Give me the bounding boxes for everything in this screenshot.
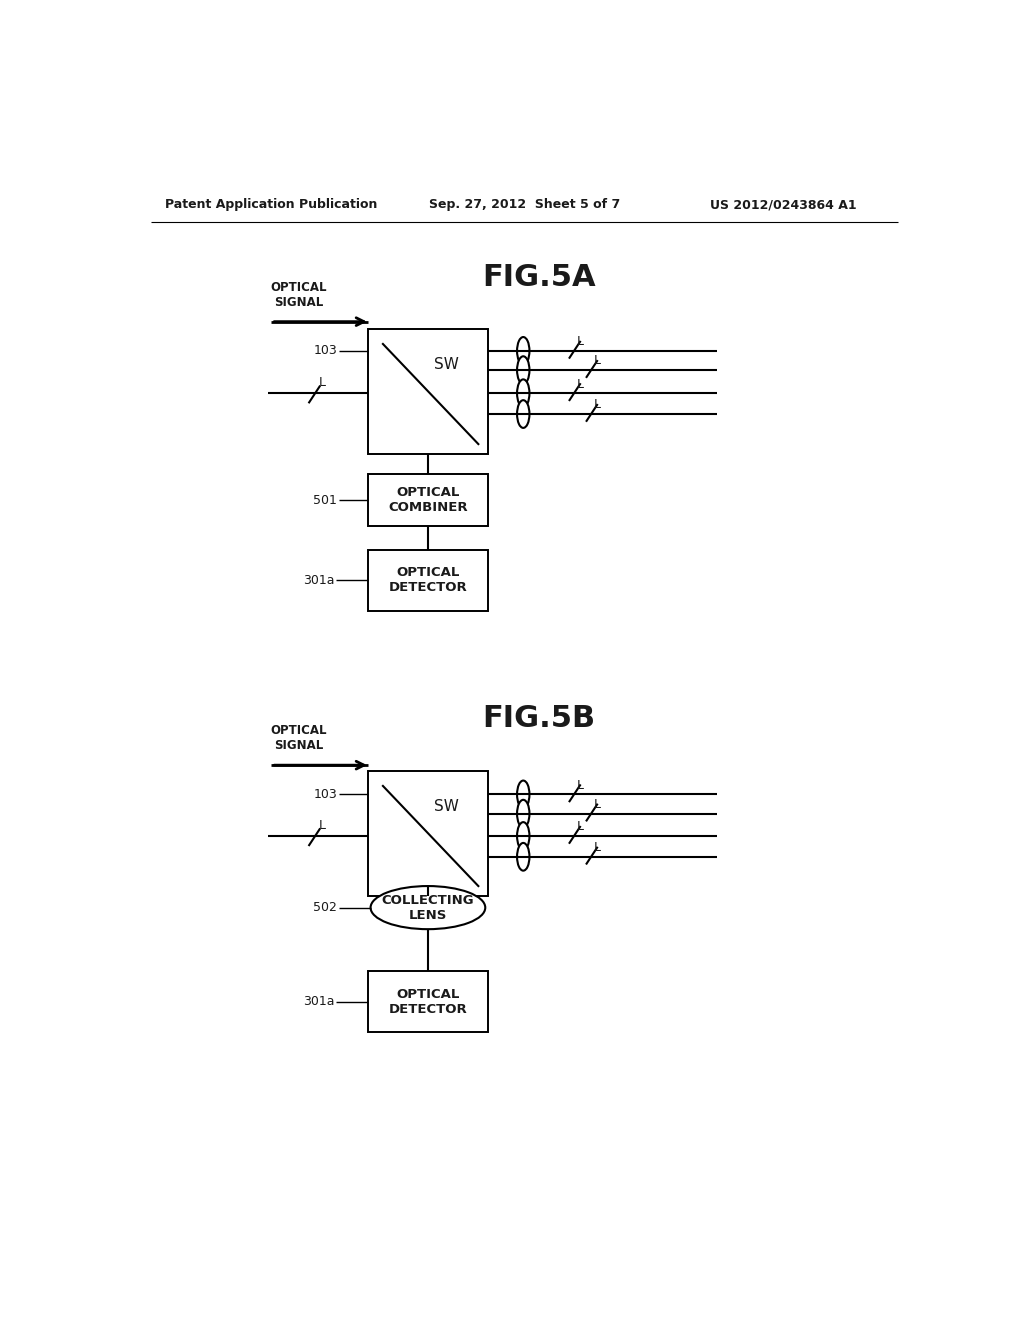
- FancyBboxPatch shape: [369, 474, 488, 527]
- Text: L: L: [593, 797, 600, 810]
- Ellipse shape: [371, 886, 485, 929]
- Text: Patent Application Publication: Patent Application Publication: [165, 198, 378, 211]
- Ellipse shape: [517, 780, 529, 808]
- Text: L: L: [577, 779, 584, 792]
- Text: L: L: [577, 335, 584, 348]
- Text: L: L: [593, 399, 600, 412]
- Ellipse shape: [517, 356, 529, 384]
- Ellipse shape: [517, 800, 529, 828]
- Ellipse shape: [517, 400, 529, 428]
- Text: SW: SW: [434, 799, 459, 813]
- Text: L: L: [577, 820, 584, 833]
- Text: 103: 103: [313, 345, 337, 358]
- Text: 301a: 301a: [303, 574, 334, 587]
- Text: FIG.5B: FIG.5B: [482, 705, 595, 734]
- Text: OPTICAL
DETECTOR: OPTICAL DETECTOR: [388, 566, 467, 594]
- Text: OPTICAL
COMBINER: OPTICAL COMBINER: [388, 486, 468, 515]
- Text: 502: 502: [313, 902, 337, 915]
- Text: L: L: [319, 818, 326, 832]
- Text: L: L: [319, 376, 326, 389]
- Ellipse shape: [517, 843, 529, 871]
- Text: Sep. 27, 2012  Sheet 5 of 7: Sep. 27, 2012 Sheet 5 of 7: [429, 198, 621, 211]
- Ellipse shape: [517, 337, 529, 364]
- Text: OPTICAL
DETECTOR: OPTICAL DETECTOR: [388, 987, 467, 1015]
- FancyBboxPatch shape: [369, 330, 488, 454]
- FancyBboxPatch shape: [369, 970, 488, 1032]
- Text: 301a: 301a: [303, 995, 334, 1008]
- Text: US 2012/0243864 A1: US 2012/0243864 A1: [710, 198, 856, 211]
- Ellipse shape: [517, 822, 529, 850]
- Ellipse shape: [517, 379, 529, 407]
- Text: 501: 501: [313, 494, 337, 507]
- FancyBboxPatch shape: [369, 549, 488, 611]
- FancyBboxPatch shape: [369, 771, 488, 896]
- Text: OPTICAL
SIGNAL: OPTICAL SIGNAL: [270, 281, 327, 309]
- Text: OPTICAL
SIGNAL: OPTICAL SIGNAL: [270, 725, 327, 752]
- Text: FIG.5A: FIG.5A: [482, 263, 596, 292]
- Text: L: L: [593, 841, 600, 854]
- Text: L: L: [577, 378, 584, 391]
- Text: SW: SW: [434, 356, 459, 372]
- Text: 103: 103: [313, 788, 337, 801]
- Text: L: L: [593, 354, 600, 367]
- Text: COLLECTING
LENS: COLLECTING LENS: [382, 894, 474, 921]
